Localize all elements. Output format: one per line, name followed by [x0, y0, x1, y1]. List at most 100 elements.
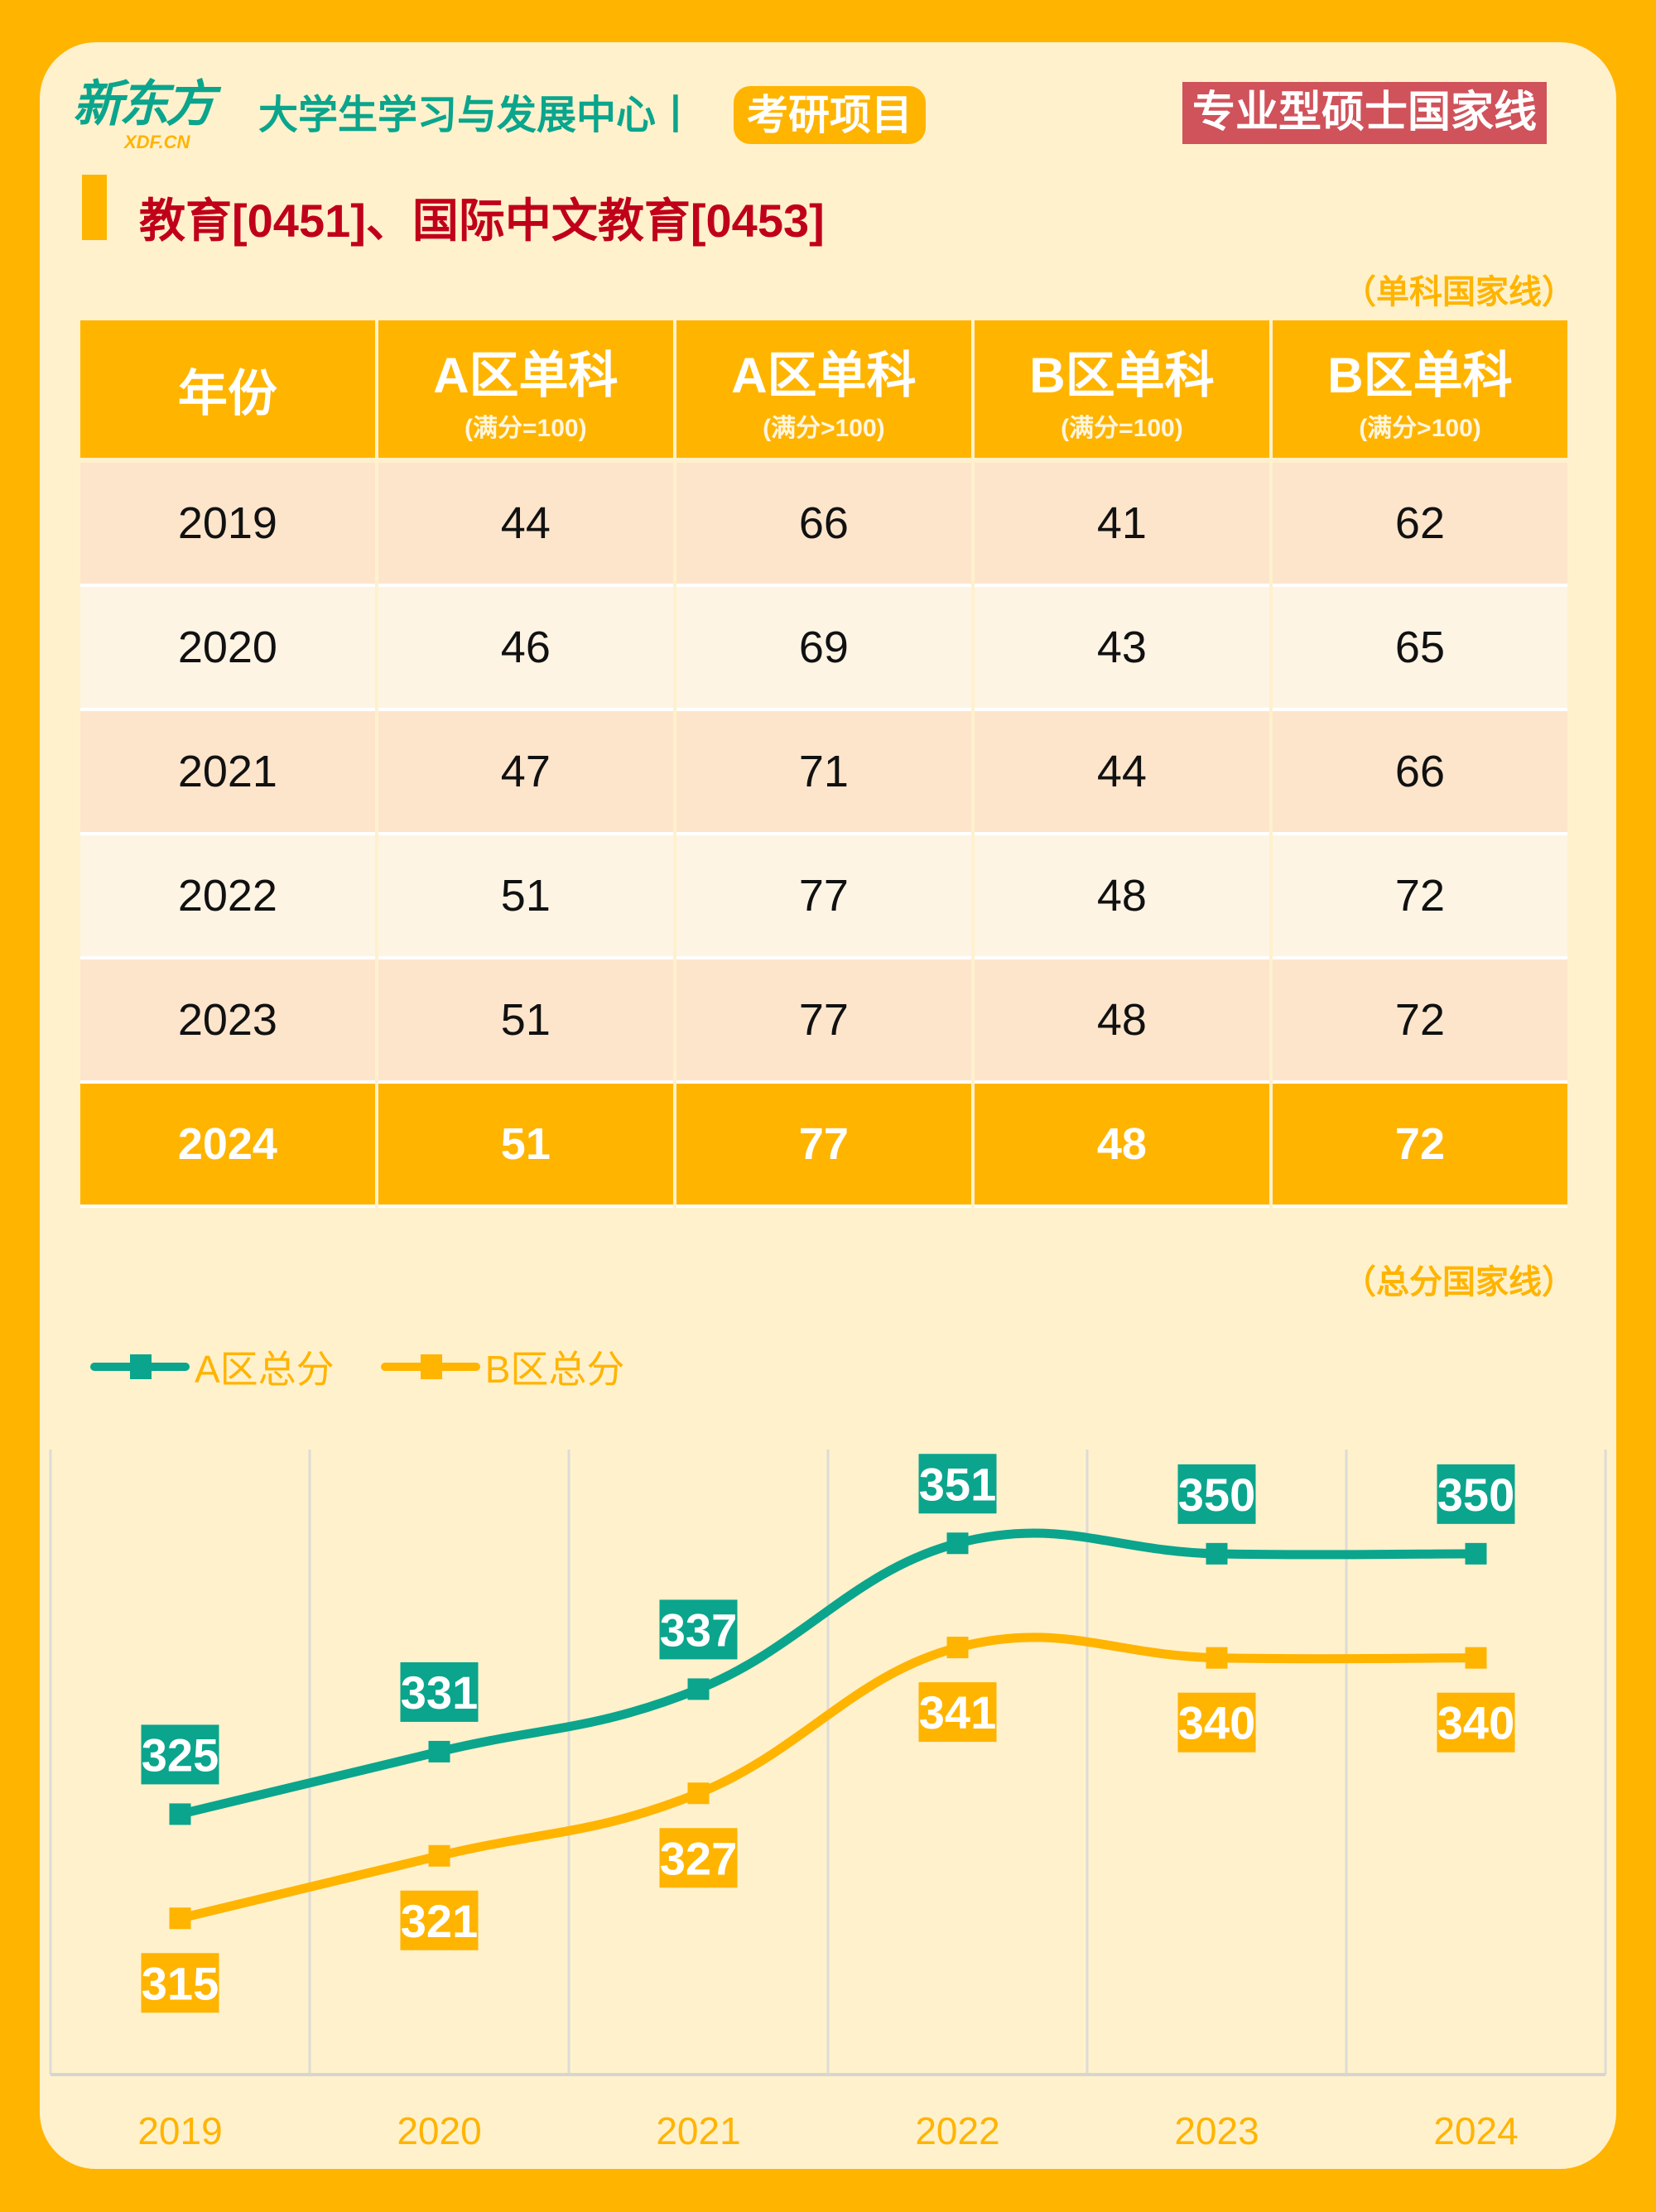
column-header: B区单科 (满分=100)	[974, 320, 1269, 463]
table-cell: 72	[1272, 835, 1567, 959]
legend-item-a: A区总分	[90, 1339, 335, 1394]
data-label-box	[141, 1724, 219, 1785]
table-cell: 44	[378, 463, 673, 587]
data-label-box	[400, 1661, 479, 1722]
legend-label: B区总分	[484, 1348, 625, 1391]
table-note: （单科国家线）	[1343, 274, 1575, 310]
column-header: A区单科 (满分=100)	[378, 320, 673, 463]
data-point	[1206, 1542, 1228, 1565]
data-point	[428, 1740, 450, 1762]
column-header: 年份	[80, 320, 375, 463]
x-tick-label: 2020	[397, 2109, 481, 2152]
data-label: 321	[401, 1895, 478, 1947]
table-cell: 77	[676, 835, 971, 959]
logo-domain: XDF.CN	[124, 132, 190, 152]
data-label: 325	[142, 1729, 219, 1781]
data-label: 327	[660, 1832, 737, 1884]
data-label-box	[1437, 1692, 1515, 1753]
header-label: A区单科	[433, 347, 619, 403]
table-cell: 69	[676, 587, 971, 711]
table-row: 2023 51 77 48 72	[80, 959, 1567, 1084]
xdf-logo: 新东方 XDF.CN	[73, 79, 238, 156]
data-point	[687, 1678, 710, 1700]
header-sub: (满分>100)	[1359, 414, 1481, 442]
data-label: 351	[919, 1458, 996, 1510]
data-label: 315	[142, 1957, 219, 2009]
table-cell: 72	[1272, 1084, 1567, 1208]
data-label: 340	[1437, 1697, 1514, 1749]
x-tick-label: 2024	[1433, 2109, 1518, 2152]
data-label: 350	[1437, 1469, 1514, 1521]
header-label: B区单科	[1327, 347, 1513, 403]
table-cell: 41	[974, 463, 1269, 587]
table-row: 2019 44 66 41 62	[80, 463, 1567, 587]
table-cell: 48	[974, 835, 1269, 959]
header-label: B区单科	[1029, 347, 1215, 403]
data-label-box	[659, 1828, 738, 1888]
logo-text: 新东方	[73, 76, 215, 132]
x-tick-label: 2023	[1174, 2109, 1259, 2152]
data-label-box	[141, 1953, 219, 2013]
table-cell: 47	[378, 711, 673, 835]
table-cell: 46	[378, 587, 673, 711]
table-cell: 48	[974, 1084, 1269, 1208]
data-point	[1465, 1542, 1487, 1565]
x-tick-label: 2019	[137, 2109, 222, 2152]
page-title: 教育[0451]、国际中文教育[0453]	[139, 195, 825, 247]
data-label: 350	[1178, 1469, 1255, 1521]
data-label-box	[1437, 1464, 1515, 1524]
data-point	[687, 1782, 710, 1805]
table-cell: 2021	[80, 711, 375, 835]
table-cell: 43	[974, 587, 1269, 711]
x-tick-label: 2022	[915, 2109, 999, 2152]
table-cell: 77	[676, 1084, 971, 1208]
legend-item-b: B区总分	[380, 1339, 625, 1394]
category-badge: 专业型硕士国家线	[1182, 82, 1547, 144]
legend-label: A区总分	[195, 1348, 335, 1391]
legend-swatch-teal	[90, 1354, 190, 1379]
table-cell: 77	[676, 959, 971, 1084]
score-table: 年份 A区单科 (满分=100) A区单科 (满分>100) B区单科 (满分=100) B区…	[77, 320, 1571, 1208]
table-cell: 62	[1272, 463, 1567, 587]
table-cell: 2019	[80, 463, 375, 587]
data-label-box	[400, 1890, 479, 1950]
data-label-box	[918, 1454, 997, 1514]
title-accent-bar	[82, 175, 107, 240]
data-point	[169, 1803, 191, 1825]
data-label-box	[918, 1682, 997, 1743]
header-label: A区单科	[731, 347, 917, 403]
data-point	[1206, 1647, 1228, 1669]
org-name: 大学生学习与发展中心丨	[258, 94, 696, 137]
data-label: 341	[919, 1686, 996, 1738]
table-cell: 66	[1272, 711, 1567, 835]
data-label-box	[1177, 1692, 1256, 1753]
legend-swatch-orange	[380, 1354, 480, 1379]
column-header: B区单科 (满分>100)	[1272, 320, 1567, 463]
table-cell: 2022	[80, 835, 375, 959]
data-point	[169, 1907, 191, 1930]
header-sub: (满分>100)	[763, 414, 885, 442]
table-row: 2021 47 71 44 66	[80, 711, 1567, 835]
table-cell: 51	[378, 1084, 673, 1208]
table-cell: 51	[378, 835, 673, 959]
table-cell: 66	[676, 463, 971, 587]
table-cell: 71	[676, 711, 971, 835]
column-header: A区单科 (满分>100)	[676, 320, 971, 463]
data-label: 331	[401, 1666, 478, 1719]
table-cell: 44	[974, 711, 1269, 835]
table-cell: 51	[378, 959, 673, 1084]
data-point	[428, 1844, 450, 1867]
table-cell: 2020	[80, 587, 375, 711]
data-label: 340	[1178, 1697, 1255, 1749]
data-point	[946, 1532, 969, 1555]
series-line-a	[176, 1528, 1480, 1819]
chart-note: （总分国家线）	[1343, 1264, 1575, 1301]
table-row: 2022 51 77 48 72	[80, 835, 1567, 959]
table-cell: 2023	[80, 959, 375, 1084]
table-row: 2024 51 77 48 72	[80, 1084, 1567, 1208]
data-point	[1465, 1647, 1487, 1669]
table-cell: 2024	[80, 1084, 375, 1208]
header-label: 年份	[177, 365, 277, 421]
data-label-box	[1177, 1464, 1256, 1524]
